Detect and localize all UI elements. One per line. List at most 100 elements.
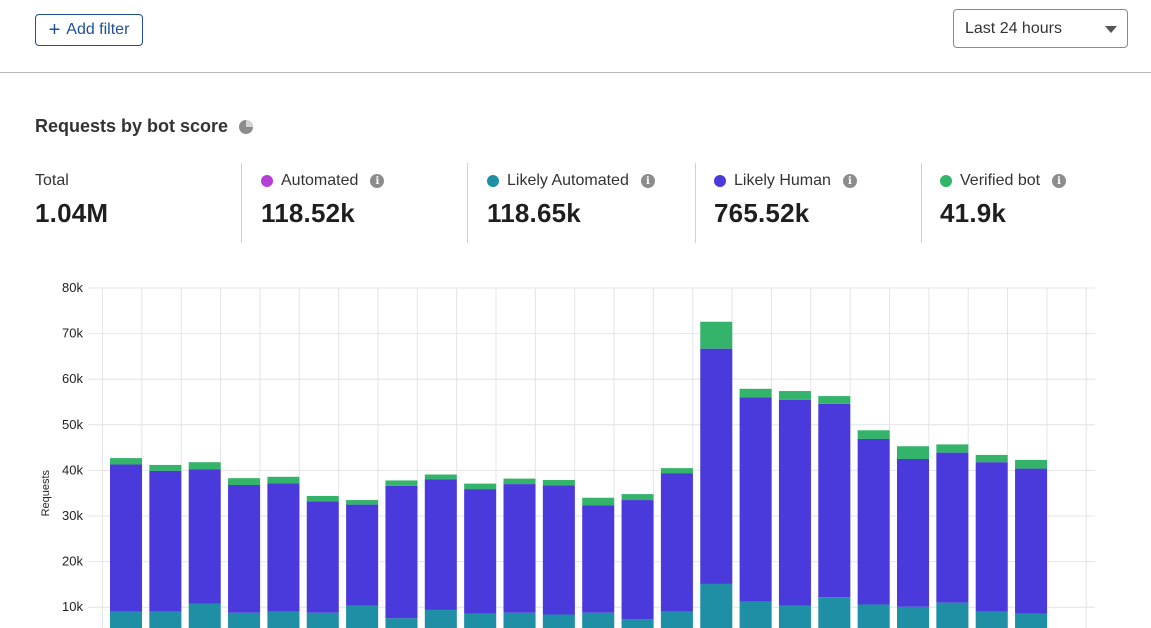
bar-segment-likely-automated (975, 611, 1008, 628)
bar-segment-likely-automated (149, 611, 182, 628)
bar-segment-verified-bot (582, 497, 615, 506)
bar-segment-likely-automated (346, 605, 379, 628)
divider (241, 163, 242, 243)
bar-segment-likely-human (1015, 468, 1048, 614)
bar-segment-verified-bot (424, 474, 457, 480)
bar-segment-likely-human (149, 470, 182, 612)
requests-bar-chart: 10k 20k 30k 40k 50k 60k 70k 80k Requests (40, 280, 1095, 628)
bar-segment-likely-human (660, 473, 693, 612)
stats-row: Total 1.04M Automated i 118.52k Likely A… (0, 163, 1151, 243)
bar-segment-verified-bot (346, 500, 379, 505)
bar-segment-verified-bot (149, 464, 182, 471)
bar-segment-likely-automated (621, 619, 654, 628)
info-icon[interactable]: i (842, 174, 857, 188)
bar-segment-verified-bot (306, 495, 339, 502)
bar-segment-likely-automated (818, 597, 851, 628)
bar-segment-likely-automated (778, 605, 811, 628)
bar-segment-verified-bot (385, 480, 418, 486)
bar-segment-verified-bot (542, 479, 575, 486)
y-tick-label: 40k (62, 462, 83, 477)
bar-segment-likely-automated (267, 611, 300, 628)
bar-segment-likely-automated (110, 611, 142, 628)
bar-segment-likely-human (542, 485, 575, 615)
bar-segment-likely-automated (188, 603, 221, 628)
bar-segment-likely-human (897, 459, 929, 607)
bar-segment-likely-automated (464, 613, 497, 628)
bar-segment-likely-human (700, 348, 733, 584)
stat-value: 118.52k (261, 198, 355, 228)
stat-label: Total (35, 172, 69, 189)
stat-value: 41.9k (940, 198, 1007, 228)
bar-segment-verified-bot (778, 391, 811, 400)
chevron-down-icon (1105, 26, 1117, 33)
plus-icon: + (48, 19, 61, 41)
section-title: Requests by bot score (35, 116, 254, 137)
bar-segment-likely-human (503, 484, 536, 613)
top-toolbar: + Add filter Last 24 hours (0, 0, 1151, 73)
bar-segment-verified-bot (228, 478, 261, 485)
bar-segment-likely-human (857, 438, 890, 605)
add-filter-label: Add filter (66, 21, 130, 38)
bar-segment-verified-bot (700, 321, 733, 349)
y-axis-label: Requests (40, 469, 52, 516)
legend-dot-likely-automated (487, 175, 499, 187)
bar-segment-likely-human (306, 501, 339, 613)
y-tick-label: 30k (62, 508, 83, 523)
bar-segment-verified-bot (975, 454, 1008, 463)
bar-segment-likely-human (228, 484, 261, 613)
legend-dot-automated (261, 175, 273, 187)
stat-label: Likely Human (734, 172, 831, 189)
bar-segment-likely-human (936, 452, 969, 603)
bar-segment-likely-automated (424, 609, 457, 628)
bar-segment-likely-automated (700, 583, 733, 628)
time-range-select[interactable]: Last 24 hours (953, 9, 1128, 48)
stat-label: Verified bot (960, 172, 1041, 189)
bar-segment-likely-automated (857, 604, 890, 628)
bar-segment-likely-human (739, 397, 772, 602)
bar-segment-likely-automated (739, 601, 772, 628)
bar-segment-verified-bot (621, 494, 654, 501)
bar-segment-verified-bot (267, 476, 300, 484)
bar-segment-likely-human (385, 485, 418, 619)
y-tick-label: 80k (62, 280, 83, 295)
stat-likely-automated: Likely Automated i 118.65k (487, 163, 655, 243)
bar-segment-verified-bot (897, 446, 929, 459)
info-icon[interactable]: i (1052, 174, 1067, 188)
bar-segment-verified-bot (818, 396, 851, 404)
stat-label: Automated (281, 172, 359, 189)
bar-segment-verified-bot (110, 458, 142, 465)
stat-verified-bot: Verified bot i 41.9k (940, 163, 1067, 243)
divider (695, 163, 696, 243)
bar-segment-likely-automated (385, 618, 418, 628)
bar-segment-verified-bot (503, 478, 536, 485)
divider (921, 163, 922, 243)
stat-automated: Automated i 118.52k (261, 163, 385, 243)
bar-segment-likely-automated (897, 606, 929, 628)
stat-likely-human: Likely Human i 765.52k (714, 163, 857, 243)
bar-segment-likely-automated (1015, 613, 1048, 628)
y-tick-label: 70k (62, 326, 83, 341)
divider (467, 163, 468, 243)
bar-segment-likely-human (621, 500, 654, 620)
info-icon[interactable]: i (640, 174, 655, 188)
pie-chart-icon[interactable] (238, 119, 254, 135)
bar-segment-likely-automated (936, 602, 969, 628)
section-title-text: Requests by bot score (35, 116, 229, 136)
bar-segment-verified-bot (936, 444, 969, 453)
bar-segment-likely-human (582, 505, 615, 613)
stat-label: Likely Automated (507, 172, 629, 189)
bar-segment-verified-bot (739, 388, 772, 398)
y-tick-label: 10k (62, 599, 83, 614)
add-filter-button[interactable]: + Add filter (35, 14, 143, 46)
bar-segment-likely-human (975, 462, 1008, 612)
bar-segment-likely-human (110, 464, 142, 612)
legend-dot-verified-bot (940, 175, 952, 187)
stat-value: 118.65k (487, 198, 581, 228)
bar-segment-verified-bot (660, 468, 693, 474)
info-icon[interactable]: i (370, 174, 385, 188)
bar-segment-likely-automated (503, 612, 536, 628)
bar-segment-likely-human (424, 479, 457, 610)
bar-segment-likely-automated (228, 612, 261, 628)
bar-segment-likely-human (464, 489, 497, 614)
legend-dot-likely-human (714, 175, 726, 187)
